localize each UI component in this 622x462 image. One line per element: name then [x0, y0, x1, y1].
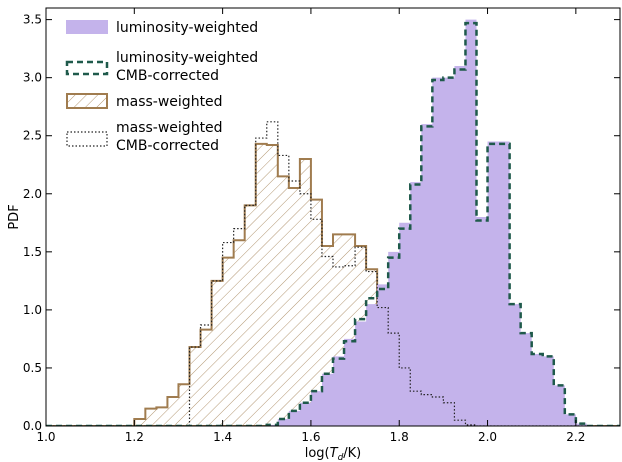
x-axis-label: log(Td/K)	[305, 446, 362, 462]
legend-label-mass-weighted: mass-weighted	[116, 94, 223, 110]
x-tick-label: 1.8	[390, 430, 409, 444]
legend-label-luminosity-cmb: luminosity-weighted CMB-corrected	[116, 50, 258, 84]
y-axis-label: PDF	[7, 204, 22, 229]
x-tick-label: 1.6	[301, 430, 320, 444]
plot-frame	[45, 7, 621, 427]
legend-swatch-mass-weighted	[66, 93, 108, 109]
x-tick-label: 1.2	[125, 430, 144, 444]
y-tick-label: 0.0	[23, 419, 42, 433]
y-tick-label: 1.0	[23, 303, 42, 317]
legend-label-mass-cmb: mass-weighted CMB-corrected	[116, 120, 223, 154]
y-tick-label: 1.5	[23, 245, 42, 259]
x-tick-label: 2.0	[478, 430, 497, 444]
x-tick-label: 2.2	[566, 430, 585, 444]
legend-swatch-mass-cmb	[66, 131, 108, 147]
legend-swatch-luminosity-weighted	[66, 20, 108, 34]
y-tick-label: 3.5	[23, 13, 42, 27]
x-tick-label: 1.0	[36, 430, 55, 444]
series-1-dashed	[46, 21, 620, 426]
legend-swatch-luminosity-cmb	[65, 60, 109, 76]
y-tick-label: 2.0	[23, 187, 42, 201]
y-tick-label: 2.5	[23, 129, 42, 143]
x-tick-label: 1.4	[213, 430, 232, 444]
legend: luminosity-weighted luminosity-weighted C…	[65, 20, 258, 154]
tick-labels: 1.0 1.2 1.4 1.6 1.8 2.0 2.2 0.0 0.5 1.0 1.5 2.0 2.5 3…	[23, 13, 585, 444]
legend-label-luminosity-weighted: luminosity-weighted	[116, 20, 258, 36]
y-tick-label: 0.5	[23, 361, 42, 375]
y-tick-label: 3.0	[23, 71, 42, 85]
axis-layer	[45, 8, 620, 427]
